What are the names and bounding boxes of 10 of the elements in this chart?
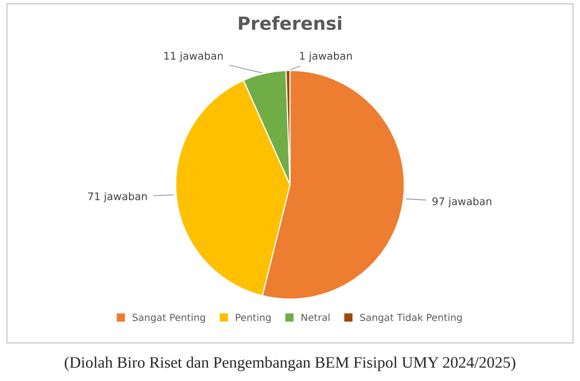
legend-label: Penting [236, 314, 271, 323]
data-label: 97 jawaban [432, 197, 492, 208]
text: (Diolah Biro Riset dan Pengembangan BEM Fisipol UMY 2024/2025) [64, 356, 516, 372]
legend-label: Sangat Tidak Penting [360, 314, 462, 323]
chart-title: Preferensi [238, 16, 342, 30]
data-label: 11 jawaban [164, 52, 223, 62]
data-label: 71 jawaban [88, 192, 147, 202]
legend-label: Sangat Penting [132, 314, 205, 323]
data-label: 1 jawaban [300, 52, 352, 62]
legend-label: Netral [302, 314, 330, 322]
